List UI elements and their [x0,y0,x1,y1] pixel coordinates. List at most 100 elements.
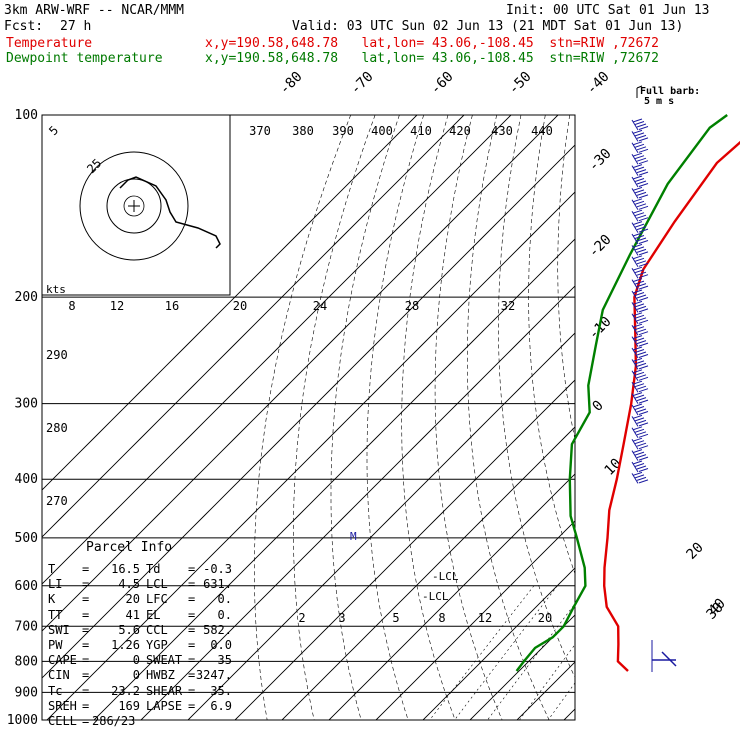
left-theta-label: 270 [46,494,68,508]
mixing-ratio-label: 12 [478,611,492,625]
wind-barb-feather [634,121,645,125]
wind-barb-feather [636,442,647,447]
hodograph-speed-label: 32 [501,299,515,313]
parcel-info-cell: = [188,638,196,652]
dewpoint-location: x,y=190.58,648.78 lat,lon= 43.06,-108.45… [205,51,659,66]
wind-legend-barb [636,85,643,89]
wind-barb-feather [634,337,645,342]
theta-label: 390 [332,124,354,138]
wind-barb-feather [638,376,649,381]
valid-time: Valid: 03 UTC Sun 02 Jun 13 (21 MDT Sat … [292,19,684,34]
theta-label: 420 [449,124,471,138]
parcel-info-cell: CCL [146,622,168,637]
mixing-ratio-line [547,682,575,720]
theta-label: 370 [249,124,271,138]
dry-adiabat-line [434,115,503,720]
wind-barb-feather [634,383,645,388]
isotherm-line [42,115,512,585]
isotherm-label: 0 [590,398,607,415]
parcel-info-cell: = [188,562,196,576]
forecast-label: Fcst: [4,19,44,34]
parcel-info-cell: T [48,562,56,576]
wind-barb-feather [636,226,647,231]
wind-barb-feather [638,274,649,279]
parcel-info-cell: 4.5 [118,577,140,592]
theta-label: 400 [371,124,393,138]
parcel-info-cell: Td [146,562,161,576]
isotherm-line [140,285,575,720]
isotherm-line [658,115,740,720]
wind-barb-feather [632,129,643,134]
wind-barb-feather [638,365,649,370]
parcel-info-cell: = [82,714,90,728]
wind-barb-feather [634,428,645,433]
dry-adiabat-line [691,115,740,720]
parcel-info-cell: = [188,607,196,622]
hodograph-speed-label: 12 [110,299,124,313]
parcel-info-cell: = [82,607,90,622]
wind-barb-feather [636,351,647,356]
pressure-tick-label: 100 [15,108,38,123]
wind-barb-feather [632,198,643,203]
mixing-ratio-label: 8 [438,611,445,625]
wind-barb-feather [636,397,647,402]
wind-barb-feather [636,248,647,253]
dry-adiabat-line [330,115,400,720]
temperature-label: Temperature [6,36,93,51]
parcel-info-cell: = [82,622,90,637]
wind-barb-feather [638,251,649,256]
wind-barb-feather [638,411,649,415]
wind-barb-feather [632,266,643,271]
wind-barb-feather [636,146,647,151]
wind-barb-feather [636,191,647,196]
wind-barb-feather [632,414,643,419]
wind-barb-feather [634,394,645,399]
isotherm-line [469,614,575,720]
dewpoint-label: Dewpoint temperature [6,51,163,66]
wind-barb-feather [634,223,645,228]
forecast-hour: 27 h [60,19,92,34]
mixing-ratio-label: 5 [392,611,399,625]
wind-barb-feather [632,221,643,226]
wind-barb-feather [638,160,649,165]
dry-adiabat-line [557,115,575,442]
hodograph-ring [79,151,189,261]
init-time: Init: 00 UTC Sat 01 Jun 13 [506,3,710,18]
isotherm-line [516,661,575,720]
wind-barb-feather [632,426,643,431]
temperature-location: x,y=190.58,648.78 lat,lon= 43.06,-108.45… [205,36,659,51]
wind-barb-feather [636,317,647,322]
hodograph-ring [106,178,162,234]
wind-barb-feather [634,132,645,137]
parcel-info-cell: 0 [132,653,140,668]
parcel-info-cell: Tc [48,683,63,698]
plot-grid [42,115,740,720]
wind-barb-feather [636,283,647,288]
isotherm-label: -50 [506,69,535,98]
wind-barb-feather [636,328,647,333]
pressure-tick-label: 400 [15,472,38,487]
wind-barb-surface [661,651,677,667]
isotherm-line [42,144,575,679]
wind-barb-feather [634,314,645,319]
parcel-info-cell: SWI [48,622,70,637]
wind-barb-feather [634,292,645,296]
parcel-info-title: Parcel Info [86,540,173,555]
isotherm-line [234,379,575,720]
wind-barb-feather [634,166,645,171]
wind-barb-feather [638,240,649,244]
wind-barb-feather [634,326,645,331]
parcel-info-cell: YGP [146,638,168,652]
wind-barb-feather [636,385,647,390]
parcel-info-cell: 169 [118,698,140,713]
wind-barb-feather [632,403,643,408]
parcel-info-cell: 23.2 [111,683,140,698]
model-title: 3km ARW-WRF -- NCAR/MMM [4,3,185,18]
wind-barb-feather [632,323,643,328]
wind-barb-feather [636,271,647,276]
parcel-info-cell: 286/23 [92,714,136,728]
parcel-info-cell: -0.3 [203,562,232,576]
wind-barb-feather [636,169,647,174]
wind-barb-feather [634,155,645,160]
